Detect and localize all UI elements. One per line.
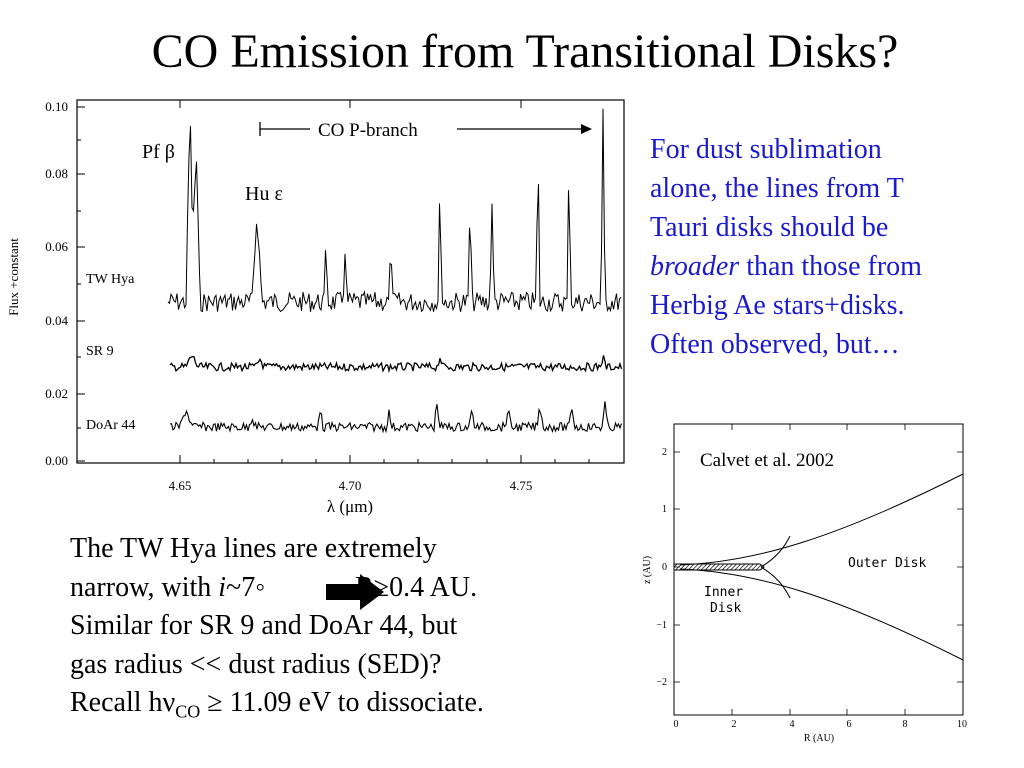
conclusion-line: Similar for SR 9 and DoAr 44, but (70, 610, 458, 641)
y-tick-label: 0.08 (45, 166, 68, 181)
x-tick-label: 6 (847, 719, 852, 730)
note-line: Herbig Ae stars+disks. (650, 290, 905, 321)
slide-title: CO Emission from Transitional Disks? (151, 25, 899, 78)
star-label-sr9: SR 9 (86, 344, 114, 359)
conclusion-line: narrow, with i~7◦ R≥0.4 AU. (70, 569, 630, 610)
conclusion-text: The TW Hya lines are extremely narrow, w… (70, 530, 630, 731)
inner-disk-wall (760, 535, 791, 599)
note-fragment: than those from (739, 251, 922, 282)
spectrum-trace-tw-hya (167, 108, 622, 313)
co-branch-arrow (259, 122, 585, 136)
y-tick-label: −2 (656, 677, 667, 688)
y-axis-label: z (AU) (642, 556, 653, 584)
pf-beta-label: Pf β (142, 141, 175, 163)
conclusion-line: Recall hνCO ≥ 11.09 eV to dissociate. (70, 684, 630, 731)
x-tick-label: 4.65 (169, 478, 192, 493)
inner-disk-label: Inner (704, 585, 743, 600)
hu-epsilon-label: Hu ε (245, 183, 283, 205)
x-tick-label: 8 (903, 719, 908, 730)
outer-disk-upper-surface (679, 473, 964, 566)
y-tick-label: 2 (662, 447, 667, 458)
note-line: For dust sublimation (650, 134, 882, 165)
y-tick-label: 0.00 (45, 453, 68, 468)
x-tick-label: 4 (790, 719, 795, 730)
x-axis-label: R (AU) (804, 733, 834, 744)
dust-sublimation-note: For dust sublimation alone, the lines fr… (650, 130, 1010, 364)
co-branch-arrowhead (581, 124, 592, 134)
y-tick-label: 0.04 (45, 313, 68, 328)
y-tick-label: −1 (656, 620, 667, 631)
x-tick-label: 0 (674, 719, 679, 730)
text-fragment: ≥ 11.09 eV to dissociate. (200, 687, 484, 718)
note-line: alone, the lines from T (650, 173, 904, 204)
y-tick-label: 0.06 (45, 239, 68, 254)
co-spectrum-figure: 0.10 0.08 0.06 0.04 0.02 0.00 4.65 4.70 … (6, 99, 625, 516)
star-label-tw-hya: TW Hya (86, 272, 135, 287)
spectrum-trace-doar44 (169, 401, 623, 434)
emphasis-broader: broader (650, 251, 740, 282)
subscript-co: CO (175, 701, 201, 722)
y-tick-label: 0.10 (45, 99, 68, 114)
y-tick-label: 0 (662, 562, 667, 573)
star-label-doar44: DoAr 44 (86, 418, 135, 433)
inner-disk-label: Disk (710, 601, 741, 616)
outer-disk-label: Outer Disk (848, 556, 926, 571)
text-fragment: narrow, with (70, 571, 219, 603)
x-tick-label: 4.70 (339, 478, 362, 493)
conclusion-line: The TW Hya lines are extremely (70, 533, 437, 564)
x-axis-label: λ (μm) (327, 497, 373, 516)
x-tick-label: 2 (732, 719, 737, 730)
x-tick-label: 4.75 (510, 478, 533, 493)
inner-disk-hatched (673, 563, 765, 571)
axis-ticks (77, 100, 590, 463)
spectrum-trace-sr9 (169, 355, 623, 374)
disk-structure-diagram: 2 1 0 −1 −2 0 2 4 6 8 10 R (AU) z (AU) C… (642, 423, 967, 744)
right-arrow-icon (326, 573, 384, 610)
note-line: broader than those from (650, 247, 1010, 286)
citation: Calvet et al. 2002 (700, 450, 834, 471)
inclination-symbol: i (218, 571, 227, 603)
text-fragment: Recall hν (70, 687, 176, 718)
y-tick-label: 0.02 (45, 386, 68, 401)
x-tick-label: 10 (957, 719, 967, 730)
outer-disk-lower-surface (679, 568, 964, 661)
co-branch-label: CO P-branch (318, 120, 418, 141)
inclination-value: ~7◦ (226, 571, 266, 603)
note-line: Tauri disks should be (650, 212, 889, 243)
y-tick-label: 1 (662, 504, 667, 515)
conclusion-line: gas radius << dust radius (SED)? (70, 648, 442, 680)
y-axis-label: Flux +constant (6, 238, 21, 316)
note-line: Often observed, but… (650, 329, 900, 360)
